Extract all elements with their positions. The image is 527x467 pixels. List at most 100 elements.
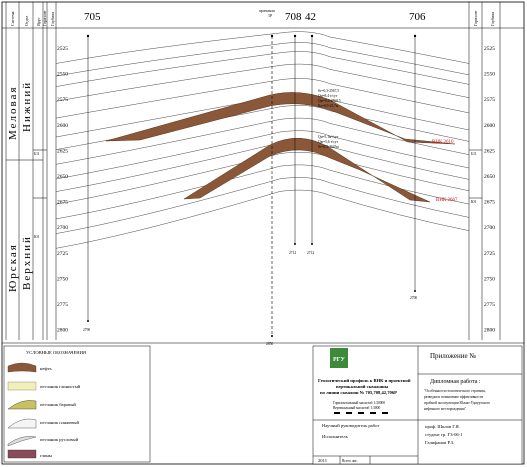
appendix-label: Приложение №: [430, 352, 476, 360]
year-text: 2011: [318, 458, 328, 463]
legend-label-oil: нефть: [40, 366, 52, 371]
well-705-label: 705: [84, 11, 101, 23]
left-column-headers: Система Отдел Ярус Горизонт Глубина: [10, 10, 55, 26]
stratum-line: [55, 42, 470, 77]
depth-tick-label: 2650: [57, 174, 68, 180]
stratum-line: [55, 177, 470, 234]
right-column-headers: Горизонт Глубина: [473, 10, 495, 26]
header-depth-right: Глубина: [490, 12, 495, 26]
horizon-right-b11: Б11: [471, 152, 477, 156]
well-annotations-lower: Qн=5,1м³/сут Qж=5,6 т/сут Sг=0,3-2645м: [318, 135, 339, 150]
depth-tick-label: 2750: [484, 276, 495, 282]
depth-tick-label: 2675: [57, 200, 68, 206]
legend: УСЛОВНЫЕ ОБОЗНАЧЕНИЯ нефть песчаник глин…: [3, 345, 151, 463]
legend-swatch-clay: [7, 449, 37, 459]
proj-well-label: проектная: [259, 9, 275, 13]
stratum-line: [55, 31, 470, 64]
svg-text:Sг=0,3-2567,5: Sг=0,3-2567,5: [318, 89, 339, 94]
proj-well-bottom: 2850: [266, 342, 273, 346]
legend-label-bar-sand: песчаник баровый: [40, 402, 76, 407]
stratum-line: [55, 130, 470, 180]
depth-tick-label: 2650: [484, 174, 495, 180]
header-horizon: Горизонт: [42, 10, 47, 26]
depth-tick-label: 2800: [484, 328, 495, 334]
stratum-line: [55, 63, 470, 102]
thesis-title-4: нефтяного месторождения": [424, 407, 467, 411]
depth-tick-label: 2600: [484, 123, 495, 129]
depth-tick-label: 2575: [484, 97, 495, 103]
stratum-line: [55, 189, 470, 249]
depth-tick-label: 2700: [57, 225, 68, 231]
header-depth: Глубина: [50, 12, 55, 26]
depth-tick-label: 2525: [57, 46, 68, 52]
header-system: Система: [10, 11, 15, 26]
wells: [86, 34, 417, 337]
thesis-title-1: "Особенности геологического строения,: [424, 389, 486, 394]
legend-label-clay: глины: [40, 453, 52, 458]
depth-tick-label: 2775: [57, 302, 68, 308]
drawing-title-2: вертикальной скважины: [336, 384, 389, 389]
sheets-text: Всего лис.: [342, 459, 358, 463]
owc-label-lower: ВНК 2667: [436, 198, 458, 203]
owc-label-upper: ВНК 2610: [432, 140, 454, 145]
well-708-label: 708: [285, 11, 302, 23]
drawing-title-3: по линии скважин № 705,708,42,706Р: [320, 390, 397, 395]
legend-swatch-river-sand: [7, 436, 37, 447]
depth-tick-label: 2525: [484, 46, 495, 52]
thesis-title-2: разведки и повышение эффективности: [424, 395, 483, 399]
dept-upper: Верхний: [21, 235, 33, 290]
svg-text:Sг=0,3-2645м: Sг=0,3-2645м: [318, 145, 339, 150]
svg-text:Qн=5,1м³/сут: Qн=5,1м³/сут: [318, 135, 339, 140]
depth-tick-label: 2775: [484, 302, 495, 308]
dept-lower: Нижний: [21, 81, 33, 132]
horizon-left-u1: Ю1: [34, 235, 40, 239]
stratum-line: [55, 51, 470, 87]
system-jurassic: Юрская: [7, 243, 19, 292]
depth-tick-label: 2600: [57, 123, 68, 129]
student-group: студент гр. ГЗ-06-1: [425, 432, 463, 437]
header-stage: Ярус: [36, 17, 41, 26]
legend-swatch-oil: [7, 362, 37, 373]
legend-swatch-clay-sand: [7, 381, 37, 391]
svg-text:Qж=5,6 т/сут: Qж=5,6 т/сут: [318, 140, 338, 145]
horizon-left-b11: Б11: [34, 152, 40, 156]
supervisor-label: Научный руководитель работ: [322, 423, 379, 428]
svg-text:Qж=8,4-2568,5: Qж=8,4-2568,5: [318, 99, 341, 104]
legend-label-river-sand: песчаник русловый: [40, 437, 79, 442]
header-dept: Отдел: [24, 16, 29, 26]
university-logo: [330, 348, 348, 368]
right-stratigraphy-columns: [468, 2, 524, 340]
executor-label: Исполнитель: [322, 434, 348, 439]
depth-tick-label: 2750: [57, 276, 68, 282]
depth-tick-label: 2625: [484, 148, 495, 154]
depth-tick-label: 2625: [57, 148, 68, 154]
left-stratigraphy-columns: [2, 2, 57, 340]
horizon-right-u1: Ю1: [471, 200, 477, 204]
system-labels: Меловая Нижний Юрская Верхний: [7, 81, 33, 292]
depth-tick-label: 2675: [484, 200, 495, 206]
supervisor-name: проф. Шилов Г.Я.: [425, 424, 460, 429]
proj-well-num: 1Р: [268, 13, 273, 18]
header-horizon-right: Горизонт: [473, 10, 478, 26]
stratum-line: [55, 78, 470, 119]
scale-vertical: Вертикальный масштаб 1:3000: [333, 406, 380, 410]
stratum-line: [55, 152, 470, 205]
well-annotations-upper: Sг=0,3-2567,5 Qн=8,4 т/сут Qж=8,4-2568,5…: [318, 89, 341, 109]
legend-swatch-beach-sand: [7, 418, 37, 429]
depth-tick-label: 2725: [57, 251, 68, 257]
legend-label-beach-sand: песчаник пляжевый: [40, 420, 79, 425]
well-706-bottom: 2700: [410, 296, 417, 300]
well-708-bottom: 2712: [289, 251, 296, 255]
depth-tick-label: 2550: [57, 72, 68, 78]
scale-horizontal: Горизонтальный масштаб 1:30000: [333, 401, 385, 405]
scale-bar: [334, 412, 388, 414]
depth-tick-label: 2550: [484, 72, 495, 78]
depth-tick-label: 2800: [57, 328, 68, 334]
thesis-label: Дипломная работа :: [430, 378, 481, 385]
drawing-title-1: Геологический профиль к ВНК и проектной: [318, 378, 411, 383]
svg-text:Qн=8,4 т/сут: Qн=8,4 т/сут: [318, 94, 338, 99]
legend-title: УСЛОВНЫЕ ОБОЗНАЧЕНИЯ: [26, 350, 86, 355]
oil-layer-lower: [183, 137, 431, 203]
oil-layer-upper: [105, 92, 456, 145]
student-name: Галифанов Р.З.: [425, 440, 454, 445]
